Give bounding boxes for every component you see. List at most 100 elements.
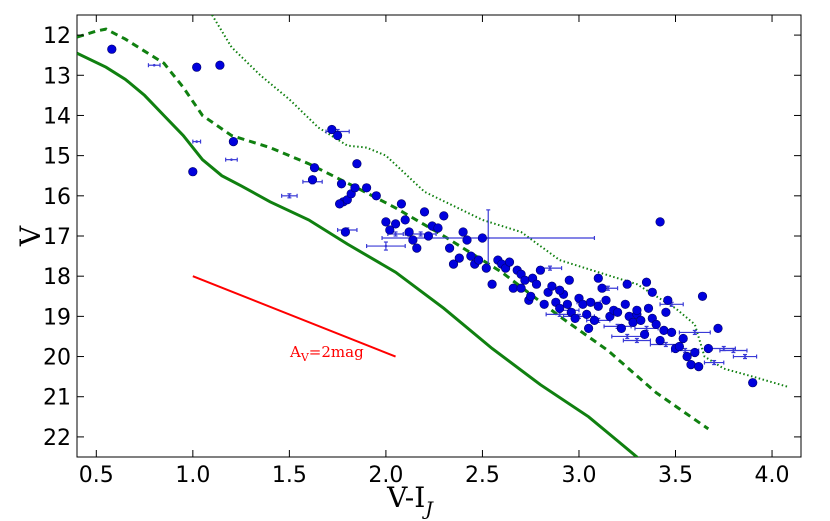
data-point bbox=[601, 295, 611, 305]
y-tick-label: 12 bbox=[43, 24, 71, 49]
data-point bbox=[362, 183, 372, 193]
data-point bbox=[333, 130, 343, 141]
errorbar-marker bbox=[693, 331, 697, 334]
data-point bbox=[583, 323, 594, 334]
reddening-annotation: AV=2mag bbox=[289, 343, 364, 364]
errorbar-marker bbox=[419, 232, 422, 236]
data-point bbox=[578, 299, 588, 309]
data-point bbox=[423, 231, 434, 241]
data-point bbox=[336, 179, 347, 189]
point-layer bbox=[107, 44, 758, 388]
errorbar-point bbox=[366, 241, 406, 251]
x-tick-label: 3.5 bbox=[658, 463, 693, 488]
data-point bbox=[481, 263, 491, 273]
data-point bbox=[703, 343, 713, 354]
data-point bbox=[632, 305, 642, 315]
data-point bbox=[477, 233, 488, 243]
data-point bbox=[697, 291, 708, 301]
data-point bbox=[439, 211, 449, 221]
y-tick-label: 19 bbox=[43, 305, 71, 330]
data-point bbox=[445, 243, 455, 253]
data-point bbox=[570, 313, 580, 324]
data-point bbox=[307, 175, 318, 185]
data-point bbox=[215, 60, 225, 70]
data-point bbox=[663, 295, 673, 305]
data-point bbox=[385, 225, 395, 235]
data-point bbox=[661, 307, 671, 317]
data-point bbox=[466, 251, 476, 261]
y-tick-label: 13 bbox=[43, 64, 71, 89]
errorbar-point bbox=[622, 337, 652, 344]
errorbar-marker bbox=[743, 355, 747, 358]
x-tick-label: 1.0 bbox=[175, 463, 210, 488]
data-point bbox=[192, 62, 202, 72]
y-axis: 12 13 14 15 16 17 18 19 20 21 22 bbox=[43, 24, 801, 451]
data-point bbox=[639, 329, 650, 340]
data-point bbox=[516, 283, 526, 293]
x-tick-label: 0.5 bbox=[79, 463, 114, 488]
data-point bbox=[620, 299, 630, 309]
data-point bbox=[327, 124, 337, 135]
errorbar-marker bbox=[230, 158, 233, 161]
y-tick-label: 15 bbox=[43, 145, 71, 170]
data-point bbox=[562, 299, 573, 309]
errorbar-marker bbox=[152, 63, 156, 67]
errorbar-marker bbox=[288, 194, 291, 198]
data-point bbox=[309, 163, 320, 173]
data-point bbox=[690, 347, 700, 358]
errorbar-marker bbox=[712, 361, 716, 364]
data-point bbox=[547, 281, 557, 291]
x-tick-label: 2.0 bbox=[368, 463, 403, 488]
errorbar-marker bbox=[486, 236, 490, 240]
data-point bbox=[643, 303, 654, 313]
data-point bbox=[371, 191, 381, 201]
x-axis-title: V-IJ bbox=[386, 481, 434, 520]
errorbar-marker bbox=[670, 303, 673, 306]
data-point bbox=[628, 317, 638, 328]
data-point bbox=[713, 323, 723, 334]
errorbar-point bbox=[192, 139, 202, 144]
data-point bbox=[487, 279, 497, 289]
errorbar-layer bbox=[147, 63, 758, 366]
data-point bbox=[659, 325, 669, 336]
data-point bbox=[462, 235, 472, 245]
y-tick-label: 17 bbox=[43, 225, 71, 250]
data-point bbox=[535, 265, 546, 275]
errorbar-marker bbox=[664, 343, 668, 346]
y-tick-label: 20 bbox=[43, 346, 71, 371]
data-point bbox=[582, 309, 592, 320]
x-tick-label: 2.5 bbox=[465, 463, 500, 488]
data-point bbox=[593, 273, 603, 283]
data-point bbox=[433, 223, 443, 233]
data-point bbox=[674, 341, 685, 352]
data-point bbox=[694, 362, 704, 372]
data-point bbox=[678, 333, 688, 344]
data-point bbox=[585, 297, 596, 307]
data-point bbox=[531, 279, 542, 289]
errorbar-point bbox=[281, 193, 298, 199]
y-axis-title: V bbox=[14, 225, 47, 247]
errorbar-marker bbox=[683, 349, 687, 352]
data-point bbox=[188, 167, 198, 177]
data-point bbox=[589, 315, 600, 326]
isochrone-layer bbox=[77, 15, 788, 457]
data-point bbox=[454, 253, 464, 263]
errorbar-marker bbox=[645, 327, 648, 330]
data-point bbox=[419, 207, 430, 217]
plot-frame bbox=[76, 14, 802, 458]
data-point bbox=[651, 319, 661, 330]
data-point bbox=[335, 199, 345, 209]
errorbar-marker bbox=[722, 347, 726, 350]
errorbar-marker bbox=[732, 349, 735, 352]
errorbar-marker bbox=[394, 232, 397, 236]
data-point bbox=[458, 227, 468, 237]
data-point bbox=[474, 255, 484, 265]
data-point bbox=[228, 137, 238, 147]
data-point bbox=[597, 283, 607, 293]
data-point bbox=[448, 259, 459, 269]
data-point bbox=[340, 227, 351, 237]
data-point bbox=[748, 378, 758, 388]
data-point bbox=[391, 219, 401, 229]
data-point bbox=[641, 277, 652, 287]
errorbar-point bbox=[678, 329, 711, 336]
